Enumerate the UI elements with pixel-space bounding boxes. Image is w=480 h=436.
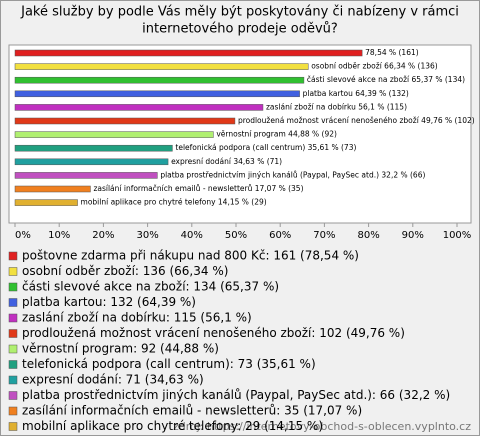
- legend-label: zaslání zboží na dobírku: 115 (56,1 %): [22, 311, 252, 325]
- x-tick-label: 10%: [48, 230, 70, 241]
- bar-label: osobní odběr zboží 66,34 % (136): [311, 62, 438, 71]
- legend-label: prodloužená možnost vrácení nenošeného z…: [22, 326, 405, 340]
- bar: [14, 104, 264, 111]
- x-tick-label: 100%: [443, 230, 472, 241]
- legend-swatch: [8, 329, 18, 338]
- legend-label: platba kartou: 132 (64,39 %): [22, 295, 196, 309]
- x-tick-label: 40%: [181, 230, 203, 241]
- bar: [14, 199, 78, 206]
- bar: [14, 90, 300, 98]
- legend-swatch: [8, 360, 18, 369]
- legend-swatch: [8, 282, 18, 292]
- legend-label: věrnostní program: 92 (44,88 %): [22, 342, 219, 356]
- legend-label: poštovne zdarma při nákupu nad 800 Kč: 1…: [22, 249, 359, 263]
- legend-label: expresní dodání: 71 (34,63 %): [22, 373, 204, 387]
- bar: [14, 49, 363, 57]
- bar-label: části slevové akce na zboží 65,37 % (134…: [307, 75, 465, 84]
- x-tick-label: 80%: [357, 230, 379, 241]
- legend-swatch: [8, 298, 18, 307]
- bar-label: 78,54 % (161): [365, 48, 419, 57]
- bar-label: zasílání informačních emailů - newslette…: [93, 184, 303, 193]
- bar: [14, 172, 158, 179]
- bar: [14, 63, 309, 70]
- legend-swatch: [8, 267, 18, 276]
- bar: [14, 185, 91, 193]
- legend-label: telefonická podpora (call centrum): 73 (…: [22, 357, 316, 371]
- legend-label: části slevové akce na zboží: 134 (65,37 …: [22, 280, 279, 294]
- bar: [14, 117, 236, 125]
- chart-title: internetového prodeje oděvů?: [142, 22, 338, 37]
- legend-label: mobilní aplikace pro chytré telefony: 29…: [22, 419, 323, 433]
- x-tick-label: 70%: [313, 230, 335, 241]
- chart-title: Jaké služby by podle Vás měly být poskyt…: [20, 5, 459, 20]
- legend-swatch: [8, 375, 18, 385]
- bar-label: zaslání zboží na dobírku 56,1 % (115): [266, 102, 407, 111]
- x-tick-label: 90%: [402, 230, 424, 241]
- bar: [14, 158, 169, 166]
- x-tick-label: 60%: [269, 230, 291, 241]
- x-tick-label: 20%: [92, 230, 114, 241]
- bar-label: expresní dodání 34,63 % (71): [171, 157, 282, 166]
- bar-label: prodloužená možnost vrácení nenošeného z…: [238, 116, 475, 125]
- legend-swatch: [8, 251, 18, 261]
- x-tick-label: 0%: [15, 230, 31, 241]
- bar-label: mobilní aplikace pro chytré telefony 14,…: [81, 198, 267, 207]
- bar-label: platba kartou 64,39 % (132): [303, 89, 409, 98]
- legend-swatch: [8, 391, 18, 400]
- bar: [14, 76, 305, 84]
- legend-label: osobní odběr zboží: 136 (66,34 %): [22, 264, 228, 278]
- x-tick-label: 30%: [136, 230, 158, 241]
- bar-label: platba prostřednictvím jiných kanálů (Pa…: [160, 170, 425, 179]
- bar: [14, 131, 214, 138]
- source: zdroj: https://internetovy-obchod-s-oble…: [173, 420, 471, 433]
- bar-label: telefonická podpora (call centrum) 35,61…: [175, 143, 356, 152]
- x-tick-label: 50%: [225, 230, 247, 241]
- legend-swatch: [8, 313, 18, 323]
- legend-swatch: [8, 422, 18, 431]
- legend-label: platba prostřednictvím jiných kanálů (Pa…: [22, 388, 450, 402]
- legend-label: zasílání informačních emailů - newslette…: [22, 404, 362, 418]
- bar-label: věrnostní program 44,88 % (92): [216, 130, 337, 139]
- bar: [14, 144, 173, 152]
- legend-swatch: [8, 406, 18, 416]
- legend-swatch: [8, 344, 18, 354]
